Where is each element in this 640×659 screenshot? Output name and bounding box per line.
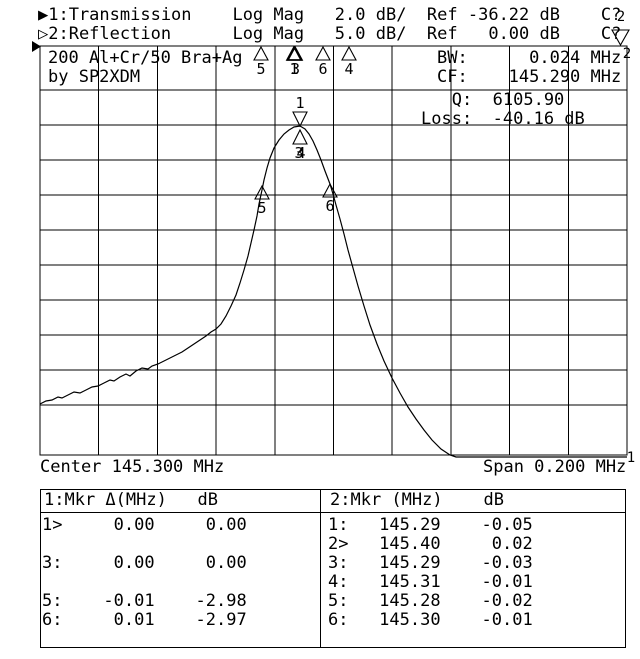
reflection-marker-number: 4	[344, 60, 353, 78]
reflection-marker-triangle	[286, 45, 304, 61]
channel1-header: ▶1:Transmission Log Mag 2.0 dB/ Ref -36.…	[38, 5, 622, 25]
marker-table-ch1-header: 1:Mkr Δ(MHz) dB	[44, 490, 218, 510]
marker-table-box	[40, 489, 626, 648]
q-readout: Q: 6105.90	[421, 90, 565, 110]
marker-table-divider	[320, 489, 321, 647]
marker3-triangle	[292, 128, 308, 145]
bw-readout: BW: 0.024 MHz	[437, 48, 622, 68]
bandwidth-marker-number: 6	[325, 197, 334, 215]
reflection-marker-number: 3	[291, 60, 300, 78]
marker-table-ch2-header: 2:Mkr (MHz) dB	[330, 490, 504, 510]
marker34-number: 3	[294, 144, 303, 162]
reflection-marker-triangle	[253, 45, 269, 61]
trace-title-line2: by SP2XDM	[48, 67, 141, 87]
reflection-marker-number: 6	[318, 60, 327, 78]
loss-readout: Loss: -40.16 dB	[421, 109, 585, 129]
bandwidth-marker-triangle	[254, 184, 270, 200]
marker34-number: 4	[296, 144, 305, 162]
marker-table-ch1-rows: 1> 0.00 0.00 3: 0.00 0.00 5: -0.01 -2.98…	[42, 515, 247, 630]
channel2-header: ▷2:Reflection Log Mag 5.0 dB/ Ref 0.00 d…	[38, 24, 622, 44]
bandwidth-marker-number: 5	[257, 199, 266, 217]
corner-index-number: 2	[623, 46, 631, 62]
corner-index-number: 1	[627, 450, 635, 466]
marker1-triangle	[292, 111, 308, 128]
cf-readout: CF: 145.290 MHz	[437, 67, 622, 87]
corner-index-number: 2	[617, 9, 625, 25]
reflection-marker-triangle	[341, 45, 357, 61]
marker-table-ch2-rows: 1: 145.29 -0.05 2> 145.40 0.02 3: 145.29…	[328, 515, 533, 630]
marker1-number: 1	[295, 94, 304, 112]
trace-title-line1: 200 Al+Cr/50 Bra+Ag	[48, 48, 243, 68]
center-frequency-label: Center 145.300 MHz	[40, 457, 225, 477]
bandwidth-marker-triangle	[322, 182, 338, 198]
reflection-marker-triangle	[315, 45, 331, 61]
reflection-marker-number: 1	[289, 60, 298, 78]
reflection-marker-number: 5	[256, 60, 265, 78]
transmission-trace	[39, 125, 627, 458]
span-label: Span 0.200 MHz	[483, 457, 627, 477]
marker2-triangle	[611, 29, 630, 47]
reference-level-arrow	[32, 41, 41, 52]
marker-table-header-rule	[40, 512, 625, 513]
